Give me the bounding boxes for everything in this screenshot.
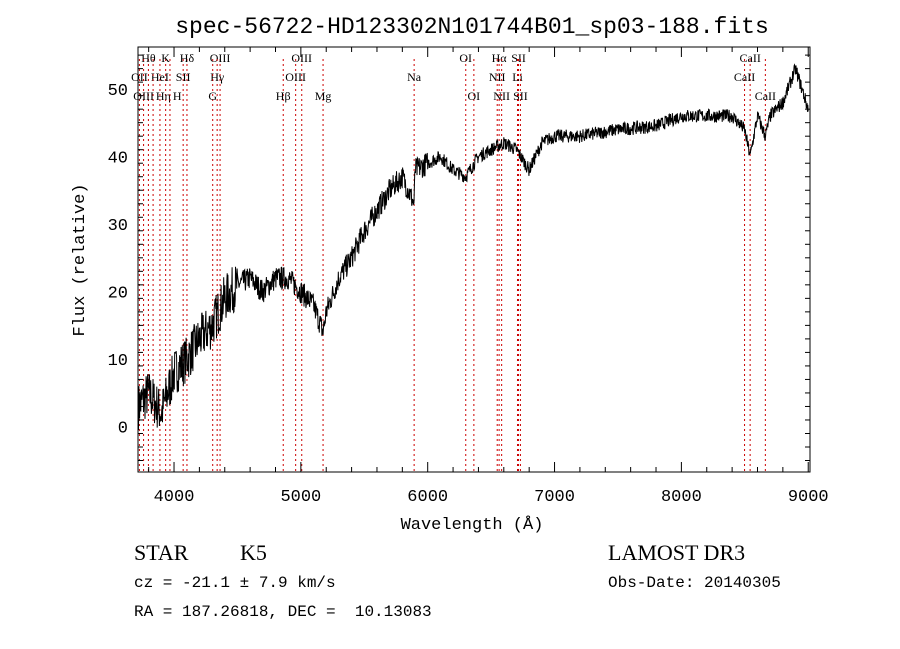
spectral-line-label: Hθ bbox=[141, 51, 156, 65]
spectral-line-label: H bbox=[173, 89, 182, 103]
plot-frame bbox=[137, 46, 811, 473]
x-axis-label: Wavelength (Å) bbox=[401, 516, 544, 535]
spectral-line-label: OIII bbox=[291, 51, 312, 65]
spectral-line-label: Hη bbox=[156, 89, 171, 103]
spectral-line-label: Li bbox=[512, 70, 523, 84]
y-tick-label: 10 bbox=[108, 352, 128, 371]
spectral-line-label: Hγ bbox=[210, 70, 225, 84]
spectral-line-label: CaII bbox=[734, 70, 755, 84]
survey-label: LAMOST DR3 bbox=[608, 540, 746, 565]
y-axis-label: Flux (relative) bbox=[71, 183, 90, 336]
spectral-line-label: SII bbox=[513, 89, 528, 103]
subclass-label: K5 bbox=[240, 540, 267, 565]
chart-title: spec-56722-HD123302N101744B01_sp03-188.f… bbox=[175, 14, 769, 40]
spectral-line-label: G bbox=[208, 89, 217, 103]
spectral-line-label: OIII bbox=[285, 70, 306, 84]
radec-text: RA = 187.26818, DEC = 10.13083 bbox=[134, 603, 432, 621]
y-tick-label: 30 bbox=[108, 217, 128, 236]
spectral-line-label: SII bbox=[511, 51, 526, 65]
spectral-line-label: OI bbox=[459, 51, 472, 65]
cz-text: cz = -21.1 ± 7.9 km/s bbox=[134, 574, 336, 592]
obs-date-text: Obs-Date: 20140305 bbox=[608, 574, 781, 592]
spectral-line-label: Hα bbox=[492, 51, 508, 65]
spectral-line-label: CaII bbox=[740, 51, 761, 65]
x-tick-label: 7000 bbox=[534, 488, 575, 507]
spectral-line-label: SII bbox=[176, 70, 191, 84]
spectral-line-label: Hδ bbox=[180, 51, 195, 65]
spectral-line-label: HeI bbox=[151, 70, 169, 84]
x-tick-label: 9000 bbox=[788, 488, 829, 507]
spectral-line-label: Hβ bbox=[276, 89, 291, 103]
x-tick-label: 4000 bbox=[154, 488, 195, 507]
spectral-line-label: Na bbox=[407, 70, 422, 84]
spectral-line-label: NII bbox=[489, 70, 506, 84]
spectral-line-label: OI bbox=[468, 89, 481, 103]
x-tick-label: 8000 bbox=[661, 488, 702, 507]
x-tick-label: 5000 bbox=[280, 488, 321, 507]
y-tick-label: 50 bbox=[108, 82, 128, 101]
spectral-line-label: CaII bbox=[755, 89, 776, 103]
y-tick-label: 20 bbox=[108, 285, 128, 304]
x-tick-label: 6000 bbox=[407, 488, 448, 507]
y-tick-label: 40 bbox=[108, 149, 128, 168]
y-tick-label: 0 bbox=[118, 420, 128, 439]
spectral-line-label: OIII bbox=[210, 51, 231, 65]
class-label: STAR bbox=[134, 540, 189, 565]
spectral-line-label: K bbox=[161, 51, 170, 65]
spectral-line-label: NII bbox=[493, 89, 510, 103]
spectral-line-label: OIII bbox=[133, 89, 154, 103]
spectrum-line bbox=[138, 63, 809, 431]
spectral-line-label: Mg bbox=[315, 89, 332, 103]
